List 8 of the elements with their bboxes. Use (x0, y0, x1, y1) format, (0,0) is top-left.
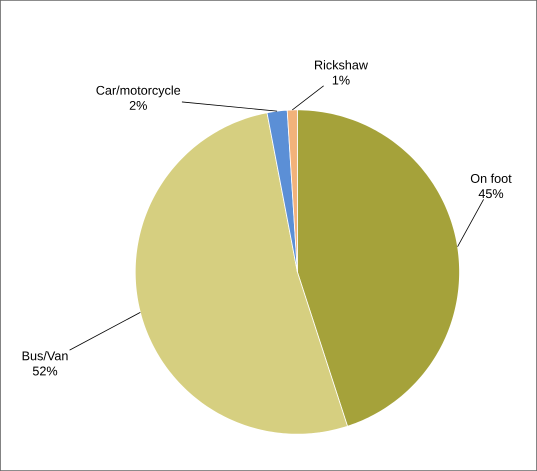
data-label: 45% (478, 189, 504, 198)
data-label: 1% (332, 76, 350, 85)
slice-label: Rickshaw (315, 60, 368, 70)
slice-label: Bus/Van (22, 351, 68, 360)
data-label: 2% (130, 100, 147, 110)
data-label: 52% (32, 366, 58, 376)
slice-label: Car/motorcycle (96, 85, 180, 98)
slice-label: On foot (470, 174, 512, 183)
